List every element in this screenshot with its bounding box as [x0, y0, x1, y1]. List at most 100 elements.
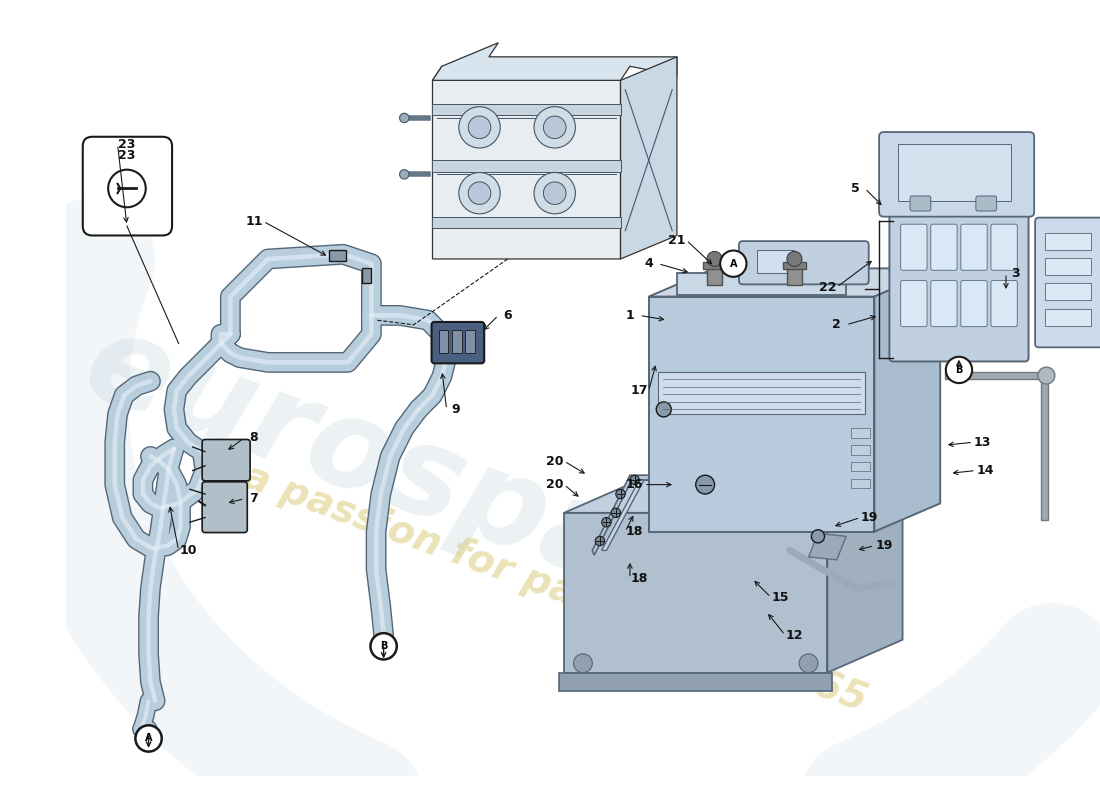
- Bar: [1045, 258, 1090, 275]
- Polygon shape: [620, 57, 676, 259]
- FancyBboxPatch shape: [961, 224, 987, 270]
- Circle shape: [108, 170, 146, 207]
- FancyBboxPatch shape: [931, 224, 957, 270]
- FancyBboxPatch shape: [901, 281, 927, 326]
- Text: eurospares: eurospares: [68, 302, 853, 686]
- Bar: [432, 217, 620, 228]
- Text: 6: 6: [504, 309, 512, 322]
- Text: A: A: [729, 258, 737, 269]
- FancyBboxPatch shape: [931, 281, 957, 326]
- FancyBboxPatch shape: [431, 322, 484, 363]
- Text: 9: 9: [452, 403, 460, 416]
- Polygon shape: [649, 268, 940, 297]
- Polygon shape: [874, 268, 940, 532]
- Text: B: B: [955, 365, 962, 375]
- Circle shape: [612, 508, 620, 518]
- Bar: [452, 330, 462, 353]
- Bar: [703, 262, 726, 270]
- FancyBboxPatch shape: [991, 281, 1018, 326]
- Circle shape: [573, 654, 592, 673]
- Polygon shape: [432, 66, 620, 259]
- FancyBboxPatch shape: [890, 208, 1028, 362]
- Circle shape: [135, 726, 162, 752]
- Bar: [1045, 309, 1090, 326]
- Polygon shape: [827, 480, 903, 673]
- Circle shape: [399, 114, 409, 122]
- Text: 22: 22: [818, 281, 836, 294]
- Polygon shape: [808, 534, 846, 560]
- Bar: [362, 268, 372, 283]
- Text: 11: 11: [245, 215, 263, 228]
- Text: 19: 19: [861, 511, 879, 524]
- Text: 19: 19: [876, 539, 892, 552]
- Text: 12: 12: [785, 629, 803, 642]
- Text: 2: 2: [833, 318, 842, 331]
- FancyBboxPatch shape: [901, 224, 927, 270]
- Bar: [439, 330, 449, 353]
- Text: 14: 14: [977, 464, 994, 477]
- Text: 3: 3: [1011, 266, 1020, 279]
- Polygon shape: [676, 273, 846, 294]
- Circle shape: [720, 250, 747, 277]
- Polygon shape: [602, 480, 644, 550]
- Text: A: A: [145, 734, 152, 743]
- Text: 23: 23: [119, 138, 135, 150]
- Polygon shape: [432, 42, 676, 80]
- FancyBboxPatch shape: [976, 196, 997, 211]
- Text: 17: 17: [630, 384, 648, 397]
- Circle shape: [371, 633, 397, 659]
- FancyBboxPatch shape: [879, 132, 1034, 217]
- FancyBboxPatch shape: [910, 196, 931, 211]
- Text: a passion for parts since 1965: a passion for parts since 1965: [238, 457, 872, 719]
- Text: 21: 21: [668, 234, 685, 246]
- Text: 23: 23: [119, 149, 135, 162]
- Polygon shape: [649, 297, 875, 532]
- Circle shape: [695, 475, 715, 494]
- Circle shape: [707, 251, 722, 266]
- Circle shape: [630, 475, 639, 485]
- FancyBboxPatch shape: [739, 241, 869, 284]
- Polygon shape: [592, 475, 649, 555]
- Circle shape: [543, 182, 566, 205]
- Circle shape: [459, 106, 500, 148]
- Text: 7: 7: [250, 492, 258, 506]
- Circle shape: [534, 173, 575, 214]
- Text: 5: 5: [851, 182, 860, 195]
- Bar: [432, 104, 620, 115]
- Circle shape: [469, 116, 491, 138]
- Bar: [898, 144, 1011, 201]
- Text: 8: 8: [250, 431, 258, 444]
- Text: 20: 20: [546, 478, 563, 491]
- Polygon shape: [564, 513, 827, 673]
- Circle shape: [399, 170, 409, 179]
- Circle shape: [946, 357, 972, 383]
- Bar: [707, 266, 722, 286]
- Text: 18: 18: [626, 525, 644, 538]
- Circle shape: [459, 173, 500, 214]
- FancyBboxPatch shape: [202, 482, 248, 533]
- Bar: [1045, 283, 1090, 300]
- Bar: [851, 445, 870, 454]
- Bar: [465, 330, 475, 353]
- Text: 16: 16: [626, 478, 644, 491]
- Text: B: B: [379, 642, 387, 651]
- Circle shape: [812, 530, 825, 543]
- Bar: [1041, 379, 1048, 520]
- Circle shape: [616, 490, 625, 498]
- Text: 1: 1: [626, 309, 635, 322]
- Circle shape: [543, 116, 566, 138]
- Bar: [945, 372, 1048, 379]
- Text: 15: 15: [771, 591, 789, 604]
- Circle shape: [657, 402, 671, 417]
- FancyBboxPatch shape: [82, 137, 172, 235]
- Text: 13: 13: [974, 436, 991, 449]
- Bar: [329, 250, 346, 261]
- Bar: [851, 462, 870, 471]
- Bar: [432, 160, 620, 171]
- FancyBboxPatch shape: [961, 281, 987, 326]
- FancyBboxPatch shape: [1035, 218, 1100, 347]
- Bar: [783, 262, 805, 270]
- Text: 18: 18: [630, 572, 648, 585]
- Circle shape: [1038, 367, 1055, 384]
- Circle shape: [602, 518, 612, 527]
